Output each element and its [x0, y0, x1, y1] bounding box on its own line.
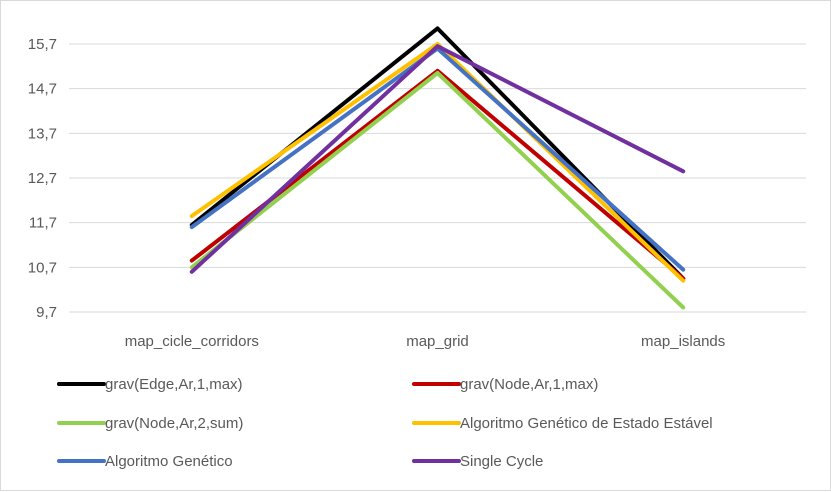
y-tick-label: 10,7	[28, 259, 57, 276]
legend-label: Single Cycle	[460, 453, 543, 470]
x-tick-label: map_cicle_corridors	[125, 333, 259, 350]
y-tick-label: 15,7	[28, 36, 57, 53]
x-axis-tick-labels: map_cicle_corridors map_grid map_islands	[125, 333, 726, 350]
series-line	[189, 71, 686, 310]
legend: grav(Edge,Ar,1,max) grav(Node,Ar,1,max) gr…	[57, 376, 713, 470]
legend-label: Algoritmo Genético	[105, 453, 233, 470]
legend-label: grav(Edge,Ar,1,max)	[105, 376, 243, 393]
gridlines	[69, 43, 806, 313]
x-tick-label: map_islands	[641, 333, 725, 350]
series-lines	[189, 26, 686, 310]
y-tick-label: 9,7	[36, 304, 57, 321]
y-axis-tick-labels: 9,7 10,7 11,7 12,7 13,7 14,7 15,7	[28, 36, 57, 321]
series-line	[189, 26, 686, 281]
legend-label: grav(Node,Ar,2,sum)	[105, 415, 243, 432]
y-tick-label: 14,7	[28, 81, 57, 98]
y-tick-label: 13,7	[28, 125, 57, 142]
legend-label: grav(Node,Ar,1,max)	[460, 376, 598, 393]
y-tick-label: 12,7	[28, 170, 57, 187]
series-line	[189, 42, 686, 283]
legend-label: Algoritmo Genético de Estado Estável	[460, 415, 713, 432]
y-tick-label: 11,7	[29, 215, 57, 232]
x-tick-label: map_grid	[406, 333, 469, 350]
series-line	[189, 44, 686, 274]
